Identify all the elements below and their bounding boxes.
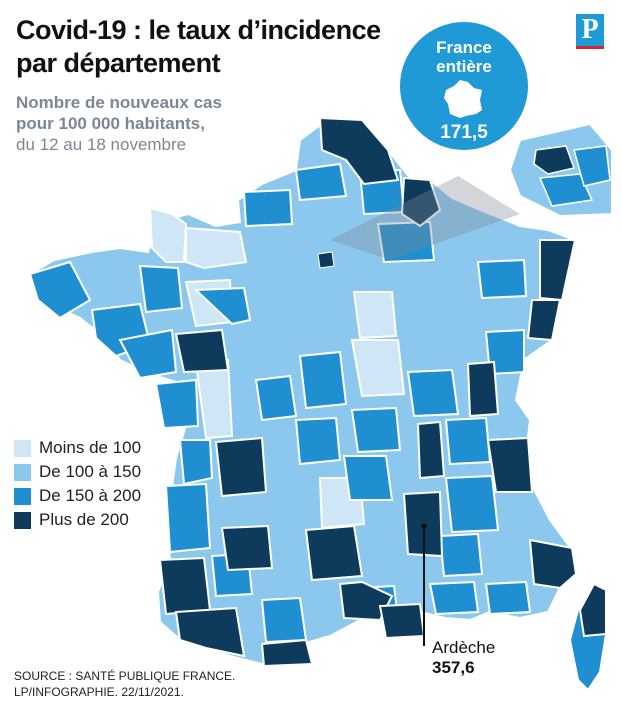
badge-title-line-2: entière <box>436 57 492 76</box>
subtitle-line-3: du 12 au 18 novembre <box>16 135 187 154</box>
title-line-2: par département <box>16 48 221 78</box>
france-outline-icon <box>444 80 482 118</box>
dept-haute-corse <box>578 582 607 638</box>
dept-indre <box>254 374 298 422</box>
dept-marne <box>376 220 436 264</box>
legend-item: De 100 à 150 <box>14 460 141 484</box>
legend-swatch <box>14 487 31 505</box>
national-rate-badge: France entière 171,5 <box>400 22 528 150</box>
dept-allier <box>350 406 402 454</box>
title-line-1: Covid-19 : le taux d’incidence <box>16 15 381 45</box>
legend-label: Moins de 100 <box>39 438 142 457</box>
dept-dordogne <box>220 524 274 572</box>
legend-swatch <box>14 463 31 481</box>
dept-mayenne <box>174 328 230 374</box>
dept-drome <box>438 532 484 578</box>
ardeche-callout: Ardèche 357,6 <box>432 638 495 678</box>
dept-cher <box>298 350 348 410</box>
legend-label: Plus de 200 <box>39 510 129 529</box>
legend-item: Plus de 200 <box>14 508 141 532</box>
dept-bouches-rhone <box>428 580 480 616</box>
dept-saone-loire <box>406 368 460 418</box>
legend-swatch <box>14 511 31 529</box>
dept-pyrenees-atl <box>174 606 246 658</box>
dept-manche <box>148 206 188 263</box>
dept-gard <box>378 602 426 640</box>
callout-name: Ardèche <box>432 638 496 657</box>
dept-alpes-maritimes <box>528 538 578 590</box>
dept-haute-savoie <box>486 436 534 493</box>
dept-isere <box>444 474 500 534</box>
source-line-1: SOURCE : SANTÉ PUBLIQUE FRANCE. <box>14 669 236 683</box>
badge-title: France entière <box>400 38 528 76</box>
logo-underline <box>576 46 604 49</box>
subtitle-line-2: pour 100 000 habitants, <box>16 114 205 133</box>
dept-gironde <box>164 482 212 554</box>
legend-label: De 150 à 200 <box>39 486 142 505</box>
dept-haut-rhin <box>526 299 562 342</box>
dept-haute-vienne <box>214 436 268 498</box>
dept-ariege <box>260 638 314 668</box>
national-rate-value: 171,5 <box>440 122 488 143</box>
dept-yonne <box>352 291 398 340</box>
le-parisien-logo: P <box>576 14 604 46</box>
dept-paris <box>317 251 335 269</box>
dept-landes <box>158 556 212 616</box>
zoom-val-marne <box>573 145 611 187</box>
dept-puy-dome <box>342 455 394 501</box>
dept-finistere <box>28 260 92 320</box>
zoom-hauts-seine <box>538 173 594 207</box>
dept-bas-rhin <box>539 239 577 302</box>
dept-deux-sevres <box>154 378 200 430</box>
dept-ille-vilaine <box>138 264 184 314</box>
dept-somme <box>294 162 348 202</box>
dept-var <box>484 580 532 616</box>
dept-doubs <box>484 328 525 376</box>
dept-seine-mar <box>242 188 294 228</box>
dept-jura <box>466 360 500 418</box>
source-credit: SOURCE : SANTÉ PUBLIQUE FRANCE. LP/INFOG… <box>14 668 235 700</box>
dept-loire-atl <box>118 328 178 380</box>
chart-subtitle: Nombre de nouveaux cas pour 100 000 habi… <box>16 92 316 155</box>
legend-label: De 100 à 150 <box>39 462 142 481</box>
dept-maine-loire <box>193 286 252 326</box>
chart-title: Covid-19 : le taux d’incidence par dépar… <box>16 14 396 80</box>
dept-charente <box>178 439 214 486</box>
dept-nievre <box>350 339 406 398</box>
dept-vosges <box>476 258 528 300</box>
legend-item: De 150 à 200 <box>14 484 141 508</box>
source-line-2: LP/INFOGRAPHIE. 22/11/2021. <box>14 685 184 699</box>
dept-haute-garonne <box>260 596 308 644</box>
zoom-cone <box>330 176 520 260</box>
dept-lot <box>304 524 364 582</box>
badge-title-line-1: France <box>436 38 492 57</box>
dept-rhone <box>416 420 446 480</box>
callout-value: 357,6 <box>432 658 475 677</box>
dept-ardennes <box>400 176 442 228</box>
dept-creuse <box>294 416 342 466</box>
ardeche-leader-dot <box>421 523 427 529</box>
subtitle-line-1: Nombre de nouveaux cas <box>16 93 222 112</box>
legend-swatch <box>14 439 31 457</box>
dept-ain <box>444 416 492 466</box>
legend: Moins de 100 De 100 à 150 De 150 à 200 P… <box>14 436 141 532</box>
legend-item: Moins de 100 <box>14 436 141 460</box>
dept-orne <box>185 226 248 270</box>
zoom-paris <box>533 145 575 175</box>
dept-nord <box>318 116 400 186</box>
